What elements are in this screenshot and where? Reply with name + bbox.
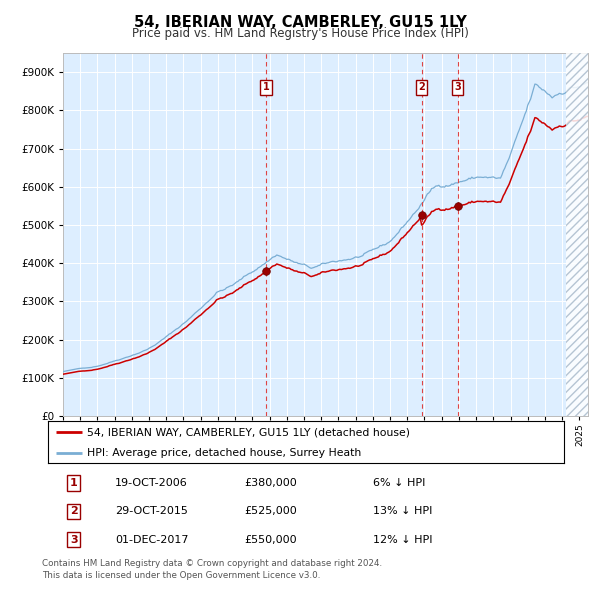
Text: Contains HM Land Registry data © Crown copyright and database right 2024.: Contains HM Land Registry data © Crown c… [42, 559, 382, 568]
Text: £550,000: £550,000 [244, 535, 297, 545]
Text: £380,000: £380,000 [244, 478, 297, 488]
Text: 3: 3 [454, 83, 461, 93]
Text: This data is licensed under the Open Government Licence v3.0.: This data is licensed under the Open Gov… [42, 571, 320, 579]
Text: Price paid vs. HM Land Registry's House Price Index (HPI): Price paid vs. HM Land Registry's House … [131, 27, 469, 40]
Text: 2: 2 [70, 506, 77, 516]
Text: HPI: Average price, detached house, Surrey Heath: HPI: Average price, detached house, Surr… [86, 448, 361, 457]
Text: 12% ↓ HPI: 12% ↓ HPI [373, 535, 433, 545]
Text: 54, IBERIAN WAY, CAMBERLEY, GU15 1LY (detached house): 54, IBERIAN WAY, CAMBERLEY, GU15 1LY (de… [86, 427, 410, 437]
Text: 01-DEC-2017: 01-DEC-2017 [115, 535, 188, 545]
Text: 6% ↓ HPI: 6% ↓ HPI [373, 478, 425, 488]
Text: 2: 2 [418, 83, 425, 93]
Bar [566, 53, 588, 416]
Text: 13% ↓ HPI: 13% ↓ HPI [373, 506, 433, 516]
Text: 29-OCT-2015: 29-OCT-2015 [115, 506, 188, 516]
Text: 1: 1 [70, 478, 77, 488]
Text: 1: 1 [263, 83, 269, 93]
Text: 19-OCT-2006: 19-OCT-2006 [115, 478, 188, 488]
Text: £525,000: £525,000 [244, 506, 297, 516]
Text: 3: 3 [70, 535, 77, 545]
Text: 54, IBERIAN WAY, CAMBERLEY, GU15 1LY: 54, IBERIAN WAY, CAMBERLEY, GU15 1LY [134, 15, 466, 30]
